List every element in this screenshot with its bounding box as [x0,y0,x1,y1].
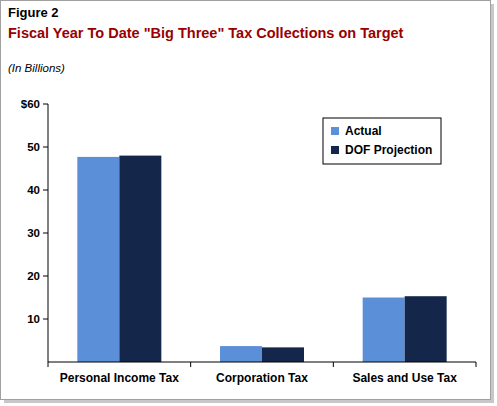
title: Figure 2 [8,5,59,20]
bar [119,156,161,362]
legend-swatch [331,127,339,135]
bar [220,346,262,362]
x-tick [48,362,49,367]
legend: Actual DOF Projection [323,118,441,164]
bar [262,347,304,362]
y-tick-label: 10 [27,313,40,325]
legend-box [323,118,441,164]
bars [77,156,446,362]
x-tick [190,362,191,367]
y-tick [43,276,48,277]
frame [1,1,491,400]
y-tick [43,319,48,320]
x-tick-label: Corporation Tax [216,371,308,385]
y-tick [43,190,48,191]
y-tick [43,147,48,148]
y-tick [43,233,48,234]
x-tick-label: Sales and Use Tax [352,371,457,385]
bar [363,298,405,363]
chart: Figure 2 Fiscal Year To Date "Big Three" … [0,0,497,406]
y-tick-label: $60 [21,98,40,110]
legend-label: Actual [345,124,382,138]
y-tick [43,104,48,105]
y-tick-label: 30 [27,227,40,239]
x-tick [333,362,334,367]
y-tick-label: 40 [27,184,40,196]
legend-swatch [331,146,339,154]
x-axis [48,362,476,363]
y-tick-label: 50 [27,141,40,153]
x-tick [476,362,477,367]
bar [77,157,119,362]
legend-label: DOF Projection [345,143,432,157]
y-label: (In Billions) [8,62,65,74]
subtitle: Fiscal Year To Date "Big Three" Tax Coll… [8,25,404,41]
y-tick-label: 20 [27,270,40,282]
x-tick-label: Personal Income Tax [60,371,179,385]
bar [405,296,447,362]
